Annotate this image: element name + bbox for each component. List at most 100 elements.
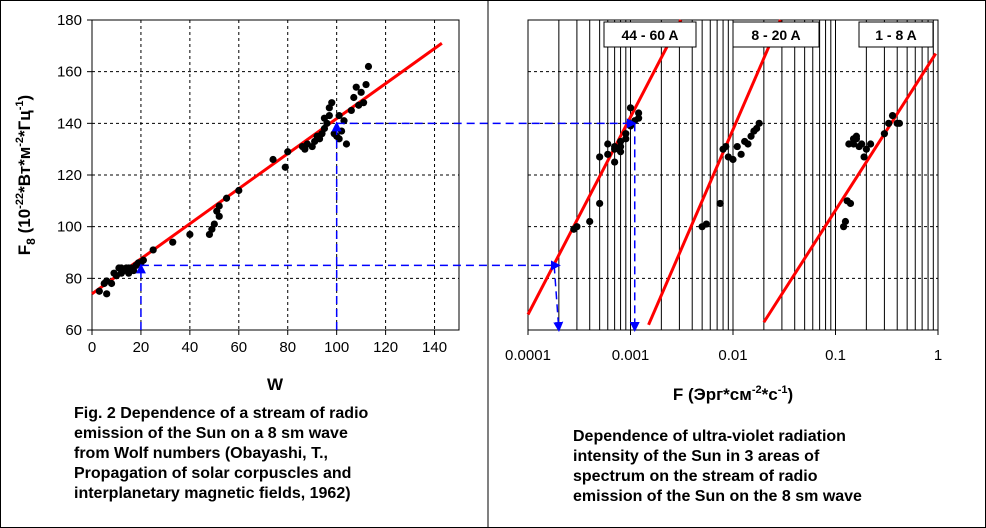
left-caption-line: from Wolf numbers (Obayashi, T., [74,445,328,462]
left-y-ticks: 60 80 100 120 140 160 180 [57,12,92,339]
data-point [729,155,737,164]
data-point [616,142,625,151]
left-x-ticks: 0 20 40 60 80 100 120 140 [88,330,447,356]
left-grid [92,20,459,330]
data-point [702,220,710,228]
right-grid [528,20,938,330]
data-point [215,212,223,220]
band-label-box [858,21,934,48]
data-point [586,217,594,226]
x-tick-label: 120 [373,339,398,356]
data-point [284,148,292,156]
data-point [340,117,348,125]
data-point [149,246,157,254]
data-point [722,142,730,151]
y-tick-label: 80 [65,270,82,287]
data-point [186,230,194,239]
data-point [895,119,903,127]
data-point [235,186,243,195]
data-point [269,155,277,164]
x-tick-label: 0.01 [718,347,747,364]
data-point [281,163,289,171]
band-label: 8 - 20 A [751,27,800,43]
data-point [616,148,625,156]
right-x-axis-title: F (Эрг*см-2*с-1) [673,384,793,404]
y-tick-label: 160 [57,64,82,81]
data-point [169,238,177,246]
right-caption-line: intensity of the Sun in 3 areas of [573,448,820,465]
x-tick-label: 100 [324,339,349,356]
data-point [352,83,360,91]
data-point [215,202,223,210]
data-point [622,135,630,143]
left-caption-line: Propagation of solar corpuscles and [74,465,352,482]
y-tick-label: 140 [57,115,82,132]
data-point [328,99,336,107]
data-point [325,111,333,120]
data-point [347,106,355,115]
band-label: 44 - 60 A [621,27,678,43]
data-point [210,220,218,228]
data-point [342,140,351,148]
data-point [862,145,870,153]
left-points [95,62,373,298]
x-tick-label: 60 [230,339,247,356]
data-point [323,119,331,127]
data-point [626,104,635,112]
data-point [611,142,619,151]
data-point [716,199,724,208]
left-caption-line: emission of the Sun on a 8 sm wave [74,425,348,442]
trend-line [647,19,782,326]
data-point [357,88,365,96]
connector-arrows [135,118,640,332]
data-point [364,62,373,71]
data-point [350,93,358,102]
data-point [103,290,111,298]
right-caption-line: Dependence of ultra-violet radiation [573,428,846,445]
data-point [362,80,370,89]
left-caption-line: Fig. 2 Dependence of a stream of radio [74,405,369,422]
left-caption: Fig. 2 Dependence of a stream of radio e… [74,404,368,504]
trend-line [91,42,443,296]
trend-line [762,52,937,324]
left-trend [91,42,443,296]
x-tick-label: 0.0001 [505,347,551,364]
data-point [841,217,850,226]
data-point [755,119,763,127]
band-label-box [732,21,820,48]
right-x-ticks: 0.0001 0.001 0.01 0.1 1 [505,330,942,364]
x-tick-label: 1 [934,347,942,364]
right-caption: Dependence of ultra-violet radiation int… [573,427,862,507]
left-chart: 0 20 40 60 80 100 120 140 60 80 100 120 140 160 180 W… [14,12,460,394]
right-caption-line: spectrum on the stream of radio [573,468,818,485]
right-band-labels: 44 - 60 A 8 - 20 A 1 - 8 A [603,21,934,48]
data-point [846,199,855,208]
data-point [611,158,619,166]
arrow-down [553,265,564,332]
band-label: 1 - 8 A [875,27,917,43]
data-point [596,199,604,208]
data-point [880,130,889,138]
data-point [737,150,745,158]
data-point [359,99,368,107]
x-tick-label: 0.001 [612,347,650,364]
data-point [852,135,861,143]
x-tick-label: 40 [182,339,199,356]
x-tick-label: 0.1 [825,347,846,364]
band-label-box [603,21,697,48]
data-point [222,194,231,202]
data-point [596,153,604,161]
data-point [337,127,346,135]
data-point [885,119,893,127]
data-point [860,153,868,161]
y-tick-label: 180 [57,12,82,29]
trend-line [526,19,683,316]
y-tick-label: 100 [57,219,82,236]
x-tick-label: 20 [133,339,150,356]
right-caption-line: emission of the Sun on the 8 sm wave [573,488,862,505]
data-point [335,111,343,120]
data-point [635,114,643,122]
data-point [744,140,752,148]
left-x-axis-title: W [267,375,284,394]
